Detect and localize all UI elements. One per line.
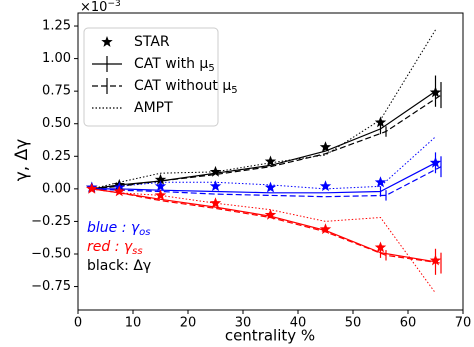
star-marker bbox=[429, 254, 442, 266]
y-tick-label: 1.25 bbox=[42, 19, 71, 34]
legend-label: AMPT bbox=[134, 100, 173, 116]
annotation-text: : Δγ bbox=[124, 258, 151, 274]
legend-name: CAT with μ bbox=[134, 56, 208, 72]
annotation: red : γss bbox=[87, 239, 143, 257]
star-marker bbox=[264, 181, 277, 193]
y-tick-label: −0.75 bbox=[31, 279, 71, 294]
star-marker bbox=[374, 116, 387, 128]
dashed-line bbox=[91, 188, 442, 264]
legend-label: STAR bbox=[134, 34, 170, 50]
x-tick-label: 60 bbox=[400, 316, 417, 331]
legend-label: CAT without μ5 bbox=[134, 78, 238, 96]
star-marker bbox=[154, 173, 167, 185]
star-marker bbox=[319, 141, 332, 152]
star-marker bbox=[319, 180, 332, 192]
star-marker bbox=[374, 176, 387, 188]
y-tick-label: 0.75 bbox=[42, 84, 71, 99]
x-tick-label: 30 bbox=[235, 316, 252, 331]
star-marker bbox=[209, 180, 222, 192]
annotation-label: blue bbox=[87, 220, 117, 236]
plot-frame bbox=[77, 12, 464, 311]
annotation-label: red bbox=[87, 239, 110, 255]
solid-line bbox=[91, 90, 436, 190]
y-tick-label: 0.00 bbox=[42, 181, 71, 196]
annotation-subscript: os bbox=[139, 227, 150, 238]
star-marker bbox=[374, 241, 387, 253]
star-marker bbox=[154, 189, 167, 201]
star-marker bbox=[209, 165, 222, 177]
legend-name: AMPT bbox=[134, 100, 173, 116]
x-tick-label: 50 bbox=[345, 316, 362, 331]
y-offset: ×10−3 bbox=[80, 0, 121, 15]
y-offset-exponent: −3 bbox=[107, 0, 120, 9]
solid-line bbox=[91, 162, 436, 194]
star-marker bbox=[264, 155, 277, 167]
legend-name: STAR bbox=[134, 34, 170, 50]
legend-label: CAT with μ5 bbox=[134, 56, 215, 74]
x-tick-label: 70 bbox=[455, 316, 472, 331]
star-marker bbox=[86, 182, 98, 194]
y-tick-label: −0.25 bbox=[31, 214, 71, 229]
y-tick-label: 0.50 bbox=[42, 116, 71, 131]
annotation-text: : γ bbox=[117, 220, 140, 236]
x-tick-label: 10 bbox=[125, 316, 142, 331]
legend-box bbox=[83, 27, 219, 127]
y-tick-label: 0.25 bbox=[42, 149, 71, 164]
annotation: blue : γos bbox=[87, 220, 151, 238]
x-tick-label: 40 bbox=[290, 316, 307, 331]
annotation: black: Δγ bbox=[87, 258, 151, 274]
legend-subscript: 5 bbox=[231, 85, 237, 96]
x-tick-label: 0 bbox=[74, 316, 82, 331]
solid-line bbox=[91, 188, 436, 263]
annotation-text: : γ bbox=[110, 239, 133, 255]
dotted-line bbox=[91, 29, 436, 190]
x-tick-label: 20 bbox=[180, 316, 197, 331]
y-axis-label: γ, Δγ bbox=[12, 139, 32, 182]
dashed-line bbox=[91, 166, 442, 198]
star-marker bbox=[209, 197, 222, 208]
star-marker bbox=[429, 156, 442, 168]
x-axis-label: centrality % bbox=[225, 327, 315, 345]
legend-subscript: 5 bbox=[208, 63, 214, 74]
star-marker bbox=[113, 185, 125, 197]
legend-name: CAT without μ bbox=[134, 78, 231, 94]
annotation-subscript: ss bbox=[132, 246, 142, 257]
star-marker bbox=[429, 86, 442, 98]
star-marker bbox=[264, 208, 277, 220]
dashed-line bbox=[91, 94, 442, 190]
y-tick-label: 1.00 bbox=[42, 51, 71, 66]
star-marker bbox=[319, 223, 332, 235]
dotted-line bbox=[91, 136, 436, 190]
annotation-label: black bbox=[87, 258, 125, 274]
y-offset-base: ×10 bbox=[80, 0, 107, 15]
star-marker bbox=[154, 180, 167, 192]
legend-marker bbox=[101, 36, 113, 47]
dotted-line bbox=[91, 188, 436, 294]
y-tick-label: −0.50 bbox=[31, 246, 71, 261]
